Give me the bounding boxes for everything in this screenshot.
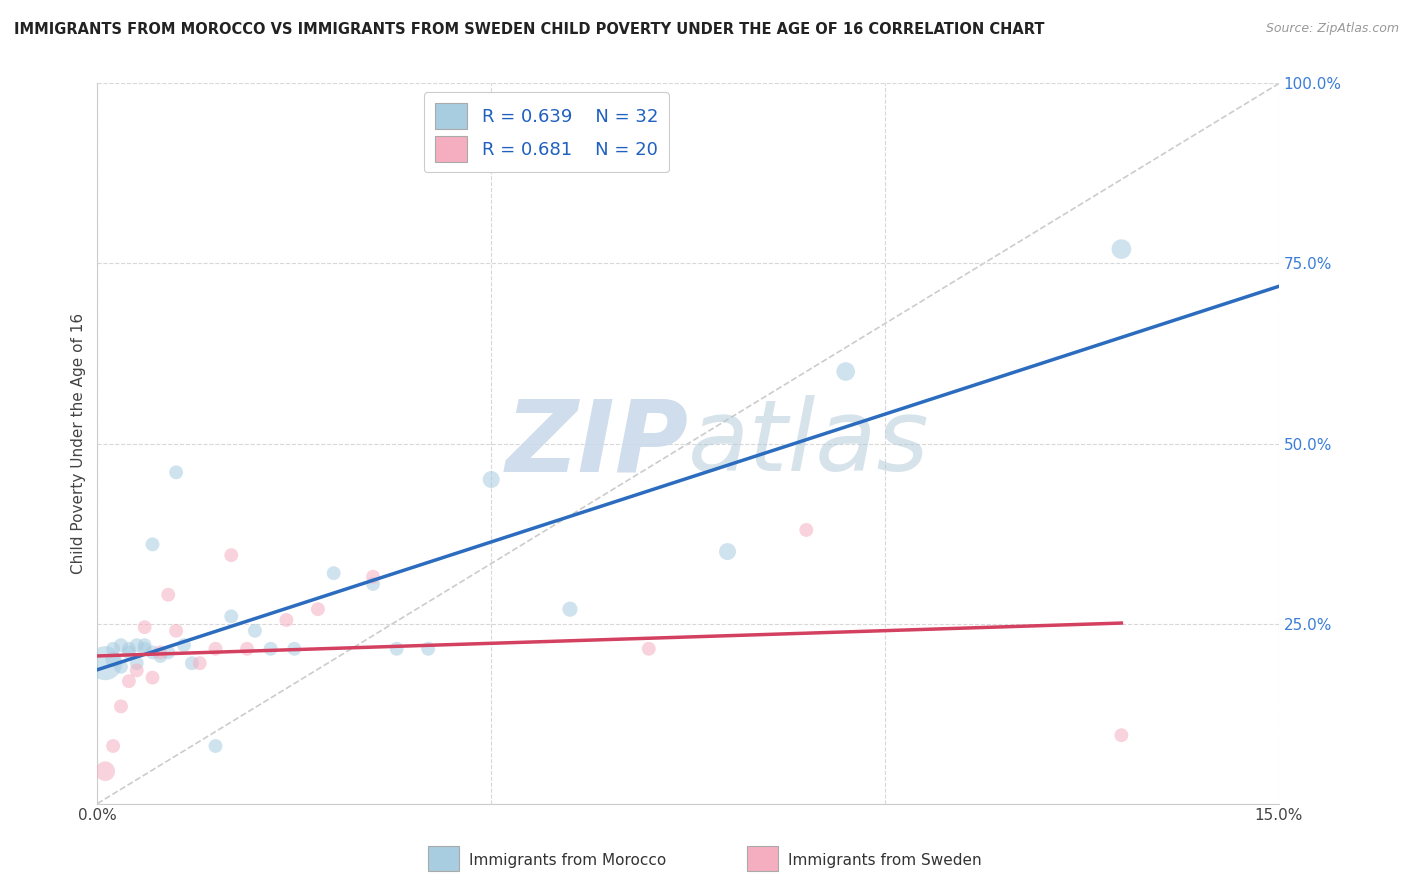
Point (173, 638, 195, 652)
Point (165, 624, 187, 638)
Y-axis label: Child Poverty Under the Age of 16: Child Poverty Under the Age of 16 (72, 313, 86, 574)
Point (125, 656, 148, 670)
Point (283, 641, 305, 656)
Point (385, 641, 408, 656)
Point (165, 466, 187, 480)
Point (110, 660, 132, 674)
Point (243, 624, 266, 638)
Point (157, 588, 180, 602)
Text: Source: ZipAtlas.com: Source: ZipAtlas.com (1265, 22, 1399, 36)
Point (418, 641, 440, 656)
Point (118, 645, 141, 659)
Point (94, 656, 117, 670)
Point (101, 739, 124, 753)
Point (101, 652, 124, 666)
Text: atlas: atlas (688, 395, 929, 492)
Point (1111, 242, 1133, 256)
Text: IMMIGRANTS FROM MOROCCO VS IMMIGRANTS FROM SWEDEN CHILD POVERTY UNDER THE AGE OF: IMMIGRANTS FROM MOROCCO VS IMMIGRANTS FR… (14, 22, 1045, 37)
Point (141, 671, 163, 685)
Text: Immigrants from Sweden: Immigrants from Sweden (787, 853, 981, 868)
Point (94, 764, 117, 779)
Point (118, 674, 141, 689)
Point (834, 364, 856, 378)
Text: Immigrants from Morocco: Immigrants from Morocco (470, 853, 666, 868)
Point (236, 641, 259, 656)
Point (125, 664, 148, 678)
Point (794, 523, 817, 537)
Point (1111, 728, 1133, 742)
Point (134, 641, 156, 656)
Legend: R = 0.639    N = 32, R = 0.681    N = 20: R = 0.639 N = 32, R = 0.681 N = 20 (423, 93, 669, 172)
Point (479, 473, 502, 487)
Point (361, 577, 384, 591)
Point (125, 638, 148, 652)
Point (134, 638, 156, 652)
Point (558, 602, 581, 616)
Point (219, 609, 242, 624)
Point (101, 641, 124, 656)
Text: ZIP: ZIP (505, 395, 688, 492)
Point (204, 641, 226, 656)
Point (276, 613, 298, 627)
Point (716, 544, 738, 558)
Point (141, 645, 163, 659)
Point (180, 656, 202, 670)
Point (141, 537, 163, 551)
Point (188, 656, 211, 670)
Point (134, 620, 156, 634)
Point (219, 548, 242, 562)
Point (110, 638, 132, 652)
Point (307, 602, 329, 616)
Point (259, 641, 281, 656)
Point (118, 641, 141, 656)
Point (361, 570, 384, 584)
Point (637, 641, 659, 656)
Point (157, 645, 180, 659)
Point (322, 566, 344, 581)
Point (149, 648, 172, 663)
Point (149, 645, 172, 659)
Point (204, 739, 226, 753)
Point (110, 699, 132, 714)
